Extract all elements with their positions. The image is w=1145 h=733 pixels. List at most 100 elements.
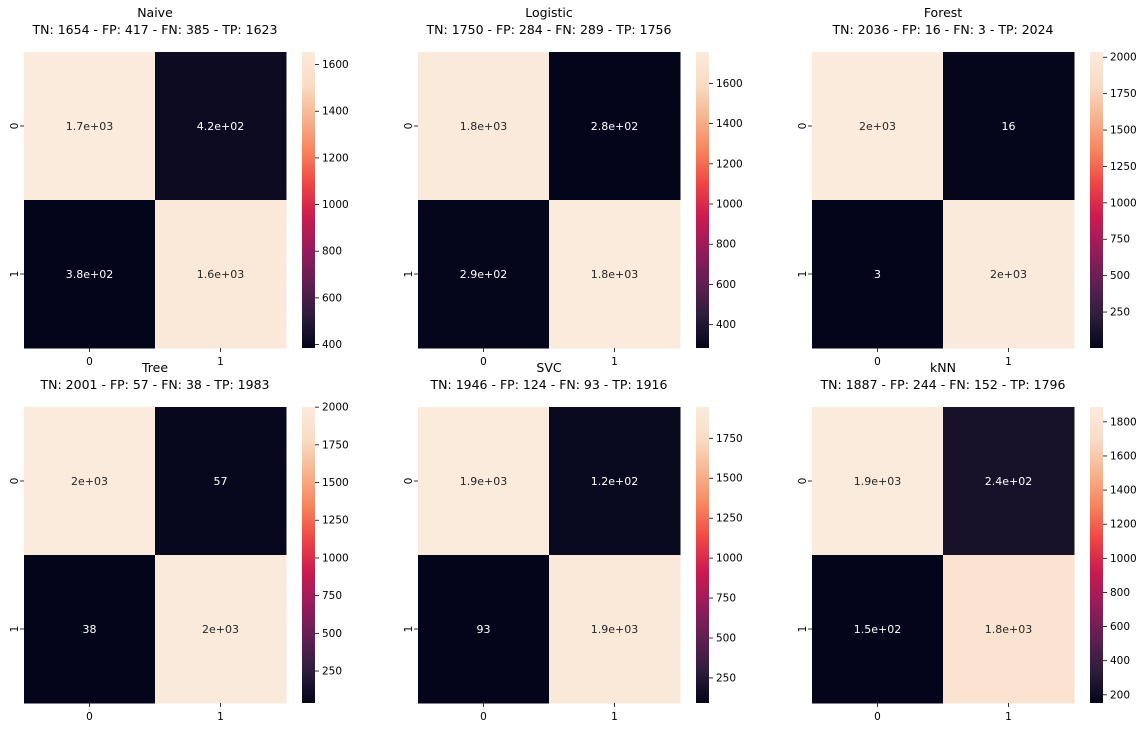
cell-label: 38 [83, 623, 97, 636]
x-tick-label: 0 [86, 711, 93, 723]
colorbar-tick-label: 1200 [1110, 519, 1137, 531]
heatmap-cell [943, 555, 1075, 704]
panel-subtitle: TN: 1946 - FP: 124 - FN: 93 - TP: 1916 [430, 377, 668, 392]
heatmap-cell [812, 555, 944, 704]
x-tick-label: 0 [874, 356, 881, 368]
heatmap-cell [812, 200, 944, 349]
cell-label: 2e+03 [71, 475, 108, 488]
colorbar-tick-label: 800 [716, 239, 736, 251]
y-tick-label: 0 [797, 478, 809, 485]
cell-label: 57 [214, 475, 228, 488]
y-tick-label: 1 [9, 626, 21, 633]
cell-label: 1.9e+03 [591, 623, 638, 636]
colorbar-tick-label: 600 [1110, 621, 1130, 633]
colorbar-tick-label: 250 [322, 666, 342, 678]
cell-label: 2.4e+02 [985, 475, 1032, 488]
colorbar-tick-label: 500 [716, 632, 736, 644]
heatmap-cell [943, 200, 1075, 349]
colorbar-tick-label: 800 [1110, 587, 1130, 599]
colorbar-tick-label: 1400 [322, 106, 349, 118]
colorbar-tick-label: 1600 [1110, 450, 1137, 462]
y-tick-label: 0 [797, 123, 809, 130]
x-tick-label: 0 [86, 356, 93, 368]
colorbar [696, 52, 709, 348]
colorbar-tick-label: 1250 [1110, 161, 1137, 173]
y-tick-label: 1 [797, 626, 809, 633]
y-tick-label: 1 [403, 626, 415, 633]
heatmap-panel-naive: Naive TN: 1654 - FP: 417 - FN: 385 - TP: … [9, 5, 349, 368]
colorbar-tick-label: 800 [322, 246, 342, 258]
colorbar [696, 407, 709, 703]
cell-label: 1.7e+03 [66, 120, 113, 133]
cell-label: 1.6e+03 [197, 268, 244, 281]
colorbar-tick-label: 250 [716, 672, 736, 684]
panel-title: Logistic [525, 5, 573, 20]
heatmap-cell [549, 200, 681, 349]
colorbar-tick-label: 1200 [322, 152, 349, 164]
colorbar-tick-label: 1600 [716, 78, 743, 90]
heatmap-panel-forest: Forest TN: 2036 - FP: 16 - FN: 3 - TP: 20… [797, 5, 1137, 368]
colorbar-tick-label: 1000 [1110, 197, 1137, 209]
colorbar-tick-label: 200 [1110, 689, 1130, 701]
panel-subtitle: TN: 1750 - FP: 284 - FN: 289 - TP: 1756 [426, 22, 672, 37]
x-tick-label: 1 [217, 711, 224, 723]
y-tick-label: 0 [403, 478, 415, 485]
colorbar-tick-label: 600 [716, 279, 736, 291]
heatmap-panel-knn: kNN TN: 1887 - FP: 244 - FN: 152 - TP: 17… [797, 360, 1137, 723]
colorbar [302, 52, 315, 348]
panel-title: Tree [141, 360, 168, 375]
colorbar-tick-label: 1000 [716, 199, 743, 211]
heatmap-cell [812, 52, 944, 201]
colorbar-tick-label: 400 [1110, 655, 1130, 667]
panel-title: Naive [137, 5, 173, 20]
colorbar [1090, 407, 1103, 703]
heatmap-cell [943, 407, 1075, 556]
cell-label: 16 [1002, 120, 1016, 133]
heatmap-cell [24, 407, 156, 556]
colorbar-tick-label: 750 [716, 593, 736, 605]
colorbar-tick-label: 1500 [1110, 125, 1137, 137]
heatmap-cell [155, 555, 287, 704]
colorbar-tick-label: 1750 [322, 439, 349, 451]
panel-subtitle: TN: 2036 - FP: 16 - FN: 3 - TP: 2024 [831, 22, 1053, 37]
cell-label: 93 [477, 623, 491, 636]
colorbar-tick-label: 500 [1110, 270, 1130, 282]
heatmap-panel-svc: SVC TN: 1946 - FP: 124 - FN: 93 - TP: 191… [403, 360, 743, 723]
colorbar-tick-label: 1250 [322, 515, 349, 527]
cell-label: 4.2e+02 [197, 120, 244, 133]
colorbar-tick-label: 1500 [322, 477, 349, 489]
heatmap-cell [418, 200, 550, 349]
x-tick-label: 1 [217, 356, 224, 368]
colorbar-tick-label: 1400 [716, 118, 743, 130]
colorbar-tick-label: 1750 [716, 433, 743, 445]
panel-title: Forest [924, 5, 962, 20]
cell-label: 2.8e+02 [591, 120, 638, 133]
cell-label: 1.8e+03 [460, 120, 507, 133]
heatmap-panel-tree: Tree TN: 2001 - FP: 57 - FN: 38 - TP: 198… [9, 360, 349, 723]
colorbar-tick-label: 400 [716, 319, 736, 331]
colorbar-tick-label: 1400 [1110, 485, 1137, 497]
colorbar-tick-label: 2000 [1110, 52, 1137, 64]
heatmap-cell [155, 407, 287, 556]
cell-label: 2e+03 [859, 120, 896, 133]
heatmap-panel-logistic: Logistic TN: 1750 - FP: 284 - FN: 289 - T… [403, 5, 743, 368]
y-tick-label: 0 [9, 123, 21, 130]
colorbar-tick-label: 1250 [716, 513, 743, 525]
cell-label: 1.8e+03 [591, 268, 638, 281]
colorbar-tick-label: 250 [1110, 307, 1130, 319]
cell-label: 1.8e+03 [985, 623, 1032, 636]
x-tick-label: 0 [480, 356, 487, 368]
cell-label: 1.9e+03 [854, 475, 901, 488]
colorbar-tick-label: 400 [322, 339, 342, 351]
colorbar-tick-label: 750 [322, 590, 342, 602]
x-tick-label: 0 [480, 711, 487, 723]
y-tick-label: 0 [403, 123, 415, 130]
panel-title: kNN [930, 360, 956, 375]
heatmap-cell [943, 52, 1075, 201]
panel-title: SVC [536, 360, 561, 375]
colorbar-tick-label: 750 [1110, 234, 1130, 246]
y-tick-label: 1 [797, 271, 809, 278]
colorbar-tick-label: 1000 [1110, 553, 1137, 565]
